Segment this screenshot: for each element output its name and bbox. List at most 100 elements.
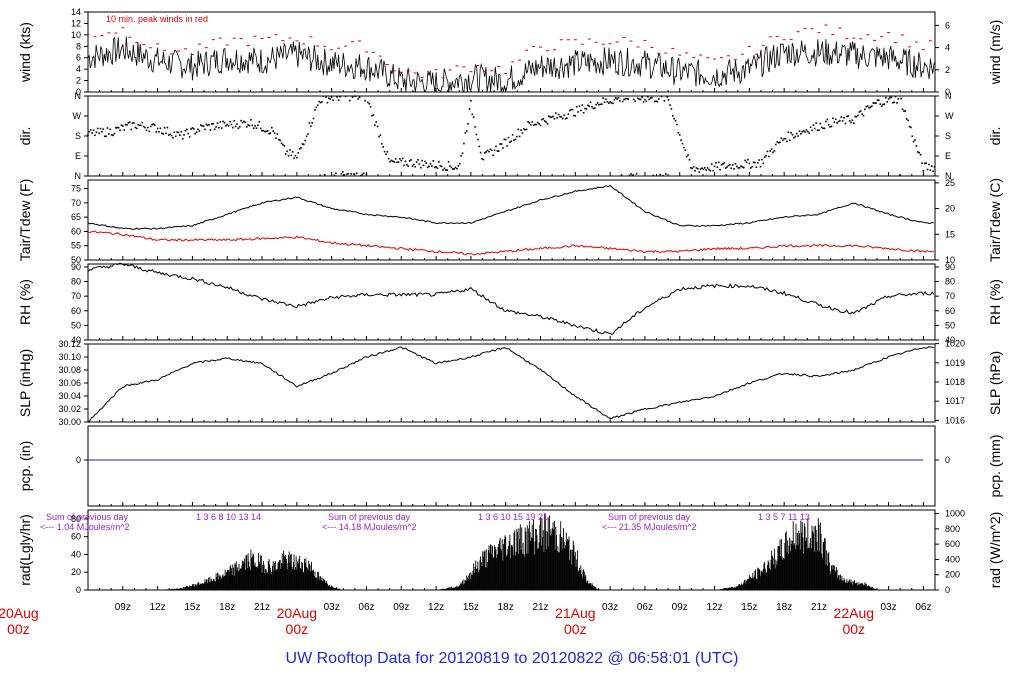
slp-series xyxy=(87,346,934,423)
direction-point xyxy=(932,170,934,173)
y-axis-label: dir. xyxy=(17,127,33,146)
direction-point xyxy=(209,129,212,131)
direction-point xyxy=(755,166,758,169)
x-tick-label: 03z xyxy=(324,602,340,613)
direction-point xyxy=(905,118,908,120)
direction-point xyxy=(105,135,107,138)
direction-point xyxy=(396,161,398,164)
direction-point xyxy=(865,105,868,108)
direction-point xyxy=(336,96,339,98)
direction-point xyxy=(929,169,932,171)
direction-point xyxy=(199,124,202,126)
direction-point xyxy=(500,143,503,145)
direction-point xyxy=(642,101,645,103)
direction-point xyxy=(353,173,355,175)
direction-point xyxy=(561,117,564,120)
direction-point xyxy=(144,126,146,129)
direction-point xyxy=(101,130,103,133)
direction-point xyxy=(655,100,657,103)
direction-point xyxy=(800,133,802,135)
x-tick-label: 18z xyxy=(219,602,235,613)
direction-point xyxy=(880,105,883,108)
direction-point xyxy=(504,138,507,141)
direction-point xyxy=(815,122,817,124)
direction-point xyxy=(220,127,223,129)
direction-point xyxy=(311,122,313,124)
direction-point xyxy=(666,96,669,98)
direction-point xyxy=(248,124,251,127)
direction-point xyxy=(777,141,780,144)
radiation-hour-labels: 1 3 6 8 10 13 14 xyxy=(196,512,261,522)
direction-point xyxy=(603,101,606,104)
y-tick-label-right: 60 xyxy=(945,306,955,316)
x-tick-label: 03z xyxy=(881,602,897,613)
direction-point xyxy=(484,151,486,154)
direction-point xyxy=(202,125,205,127)
direction-point xyxy=(862,114,865,117)
direction-point xyxy=(910,126,912,129)
y-tick-label: W xyxy=(73,111,82,121)
direction-point xyxy=(797,135,799,137)
direction-point xyxy=(344,95,347,98)
direction-point xyxy=(681,142,684,145)
y-axis-label: pcp. (in) xyxy=(17,441,33,492)
direction-point xyxy=(265,130,268,133)
direction-point xyxy=(516,135,518,138)
direction-point xyxy=(513,139,515,141)
direction-point xyxy=(451,168,454,170)
direction-point xyxy=(475,133,478,136)
direction-point xyxy=(627,98,630,100)
direction-point xyxy=(542,118,545,120)
direction-point xyxy=(788,139,791,142)
direction-point xyxy=(268,132,270,135)
direction-point xyxy=(198,130,201,132)
direction-point xyxy=(709,169,712,172)
direction-point xyxy=(534,123,536,126)
radiation-sum-total: <--- 14.18 MJoules/m^2 xyxy=(322,522,417,532)
direction-point xyxy=(180,130,183,133)
direction-point xyxy=(174,135,177,138)
direction-point xyxy=(644,98,646,101)
direction-point xyxy=(749,167,752,169)
direction-point xyxy=(355,172,358,174)
direction-point xyxy=(869,106,872,108)
direction-point xyxy=(712,169,714,172)
direction-point xyxy=(851,119,854,122)
direction-point xyxy=(219,121,222,123)
direction-point xyxy=(727,164,730,167)
y-tick-label: 30.08 xyxy=(58,365,81,375)
direction-point xyxy=(289,149,291,151)
direction-point xyxy=(135,127,138,130)
direction-point xyxy=(691,167,694,170)
direction-point xyxy=(596,102,599,104)
direction-point xyxy=(364,99,366,102)
direction-point xyxy=(385,153,387,156)
panel-frame xyxy=(87,95,936,177)
direction-point xyxy=(701,167,703,169)
direction-point xyxy=(818,129,820,131)
direction-point xyxy=(445,169,447,171)
direction-point xyxy=(822,127,824,130)
direction-point xyxy=(748,162,751,165)
direction-point xyxy=(252,127,255,129)
y-tick-label: 0 xyxy=(76,585,81,595)
direction-point xyxy=(226,123,229,126)
direction-point xyxy=(464,132,467,134)
direction-point xyxy=(399,158,401,160)
direction-point xyxy=(612,102,614,105)
direction-point xyxy=(624,97,627,100)
direction-point xyxy=(94,134,96,137)
direction-point xyxy=(781,139,784,142)
direction-point xyxy=(115,127,117,129)
y-tick-label: 90 xyxy=(71,262,81,272)
direction-point xyxy=(365,173,368,176)
radiation-sum-title: Sum of previous day xyxy=(46,512,129,522)
direction-point xyxy=(894,95,897,98)
y-tick-label-right: 400 xyxy=(945,554,960,564)
direction-point xyxy=(649,97,652,99)
direction-point xyxy=(847,115,850,117)
direction-point xyxy=(386,150,389,153)
direction-point xyxy=(477,138,479,141)
radiation-sum-title: Sum of previous day xyxy=(608,512,691,522)
direction-point xyxy=(751,165,753,168)
